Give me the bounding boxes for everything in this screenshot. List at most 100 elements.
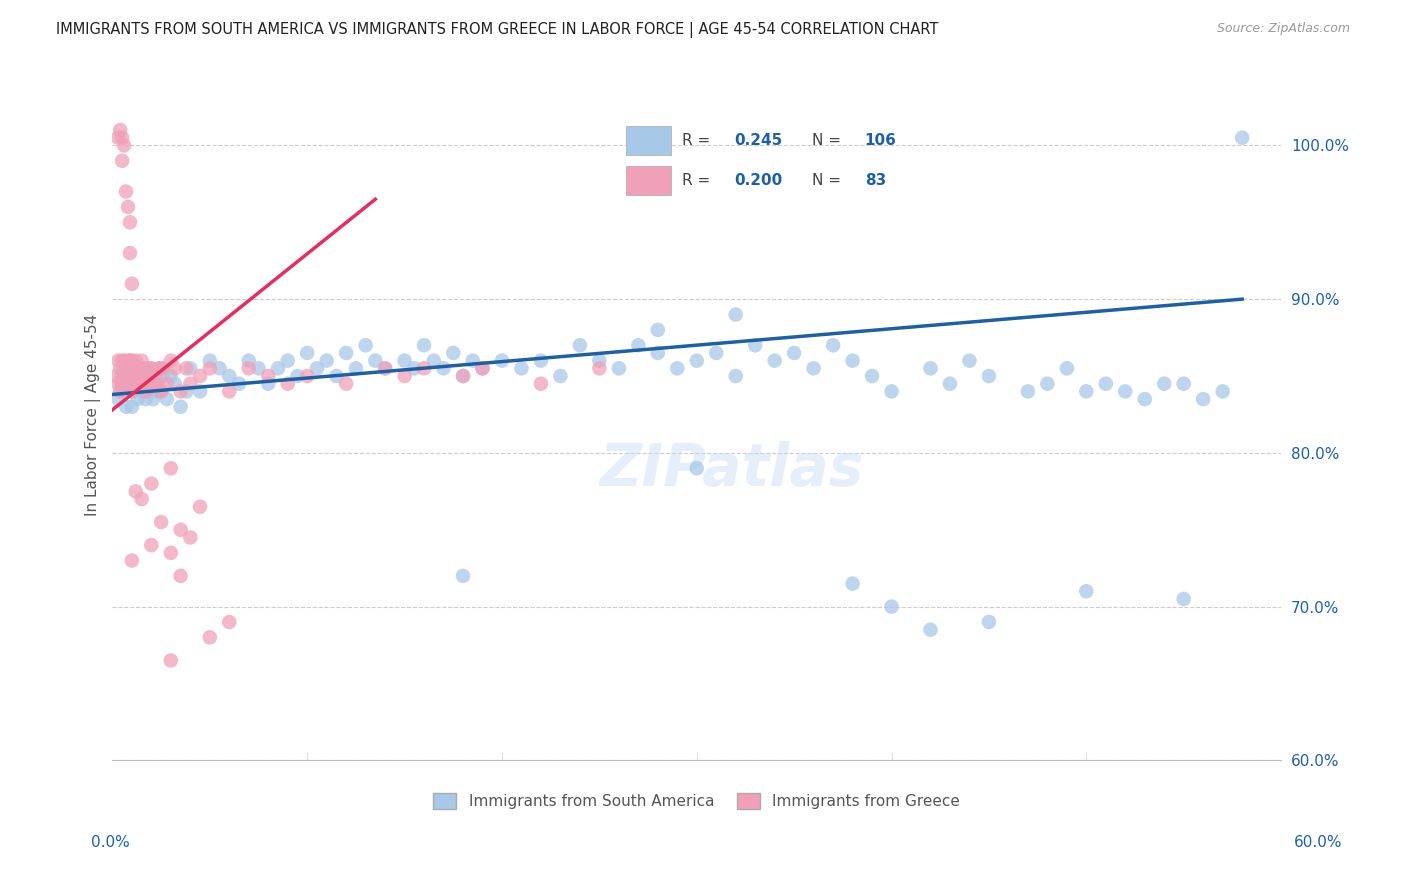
Point bbox=[647, 346, 669, 360]
Point bbox=[169, 569, 191, 583]
Point bbox=[920, 623, 942, 637]
Point bbox=[354, 338, 377, 352]
Point bbox=[423, 353, 446, 368]
Point bbox=[131, 491, 153, 506]
Point bbox=[135, 369, 157, 384]
Point bbox=[413, 361, 436, 376]
Point bbox=[146, 384, 169, 399]
Point bbox=[471, 361, 494, 376]
Point bbox=[160, 653, 183, 667]
Point bbox=[218, 369, 240, 384]
Point bbox=[135, 384, 157, 399]
Point bbox=[121, 361, 143, 376]
Text: 0.200: 0.200 bbox=[734, 173, 783, 188]
Point bbox=[111, 376, 134, 391]
Point bbox=[295, 346, 318, 360]
Point bbox=[1192, 392, 1215, 406]
Point bbox=[257, 376, 280, 391]
Point bbox=[112, 361, 135, 376]
Point bbox=[530, 353, 553, 368]
Point bbox=[112, 138, 135, 153]
Point bbox=[344, 361, 367, 376]
Point bbox=[277, 376, 299, 391]
Point bbox=[160, 461, 183, 475]
Point bbox=[128, 376, 150, 391]
Point bbox=[1212, 384, 1234, 399]
Point bbox=[108, 123, 131, 137]
Point bbox=[105, 369, 128, 384]
Point bbox=[111, 353, 134, 368]
Point bbox=[228, 376, 250, 391]
Point bbox=[335, 346, 357, 360]
Point bbox=[607, 361, 630, 376]
Point bbox=[374, 361, 396, 376]
Point bbox=[142, 392, 165, 406]
Text: R =: R = bbox=[682, 173, 716, 188]
Bar bbox=[626, 126, 672, 155]
Point bbox=[143, 369, 166, 384]
Point bbox=[121, 384, 143, 399]
Point bbox=[451, 369, 474, 384]
Text: 106: 106 bbox=[865, 133, 897, 148]
Point bbox=[841, 576, 863, 591]
Point bbox=[704, 346, 727, 360]
Y-axis label: In Labor Force | Age 45-54: In Labor Force | Age 45-54 bbox=[86, 313, 101, 516]
Point bbox=[156, 376, 179, 391]
Point bbox=[163, 376, 186, 391]
Point bbox=[121, 277, 143, 291]
Text: N =: N = bbox=[813, 133, 846, 148]
Point bbox=[136, 376, 159, 391]
Point bbox=[860, 369, 883, 384]
Point bbox=[127, 369, 149, 384]
Text: 0.0%: 0.0% bbox=[91, 836, 131, 850]
Point bbox=[530, 376, 553, 391]
Point bbox=[432, 361, 454, 376]
Point bbox=[111, 369, 134, 384]
Point bbox=[160, 353, 183, 368]
Point bbox=[179, 376, 201, 391]
Legend: Immigrants from South America, Immigrants from Greece: Immigrants from South America, Immigrant… bbox=[427, 787, 966, 815]
Text: 0.245: 0.245 bbox=[734, 133, 783, 148]
Point bbox=[121, 376, 143, 391]
Point bbox=[115, 369, 138, 384]
Point bbox=[451, 369, 474, 384]
Point bbox=[977, 369, 1000, 384]
Point bbox=[125, 361, 148, 376]
Point bbox=[143, 369, 166, 384]
Point bbox=[169, 400, 191, 414]
Point bbox=[127, 361, 149, 376]
Point bbox=[112, 369, 135, 384]
Point bbox=[141, 376, 163, 391]
Point bbox=[763, 353, 786, 368]
Point bbox=[627, 338, 650, 352]
Bar bbox=[626, 166, 672, 195]
Point bbox=[122, 376, 145, 391]
Point bbox=[125, 376, 148, 391]
Point bbox=[141, 476, 163, 491]
Point bbox=[115, 400, 138, 414]
Point bbox=[132, 384, 155, 399]
Point bbox=[118, 369, 141, 384]
Point bbox=[257, 369, 280, 384]
Point bbox=[117, 200, 139, 214]
Point bbox=[138, 376, 160, 391]
Point bbox=[142, 376, 165, 391]
Point bbox=[122, 384, 145, 399]
Point bbox=[111, 376, 134, 391]
Point bbox=[1114, 384, 1136, 399]
Point bbox=[179, 361, 201, 376]
Text: 60.0%: 60.0% bbox=[1295, 836, 1343, 850]
Point bbox=[160, 369, 183, 384]
Point bbox=[823, 338, 845, 352]
Point bbox=[107, 353, 129, 368]
Point bbox=[148, 361, 170, 376]
Point bbox=[150, 384, 173, 399]
Text: ZIPatlas: ZIPatlas bbox=[599, 442, 865, 499]
Point bbox=[208, 361, 231, 376]
Point bbox=[125, 369, 148, 384]
Point bbox=[125, 353, 148, 368]
Point bbox=[141, 538, 163, 552]
Point bbox=[108, 384, 131, 399]
Point bbox=[588, 353, 610, 368]
Point bbox=[198, 361, 221, 376]
